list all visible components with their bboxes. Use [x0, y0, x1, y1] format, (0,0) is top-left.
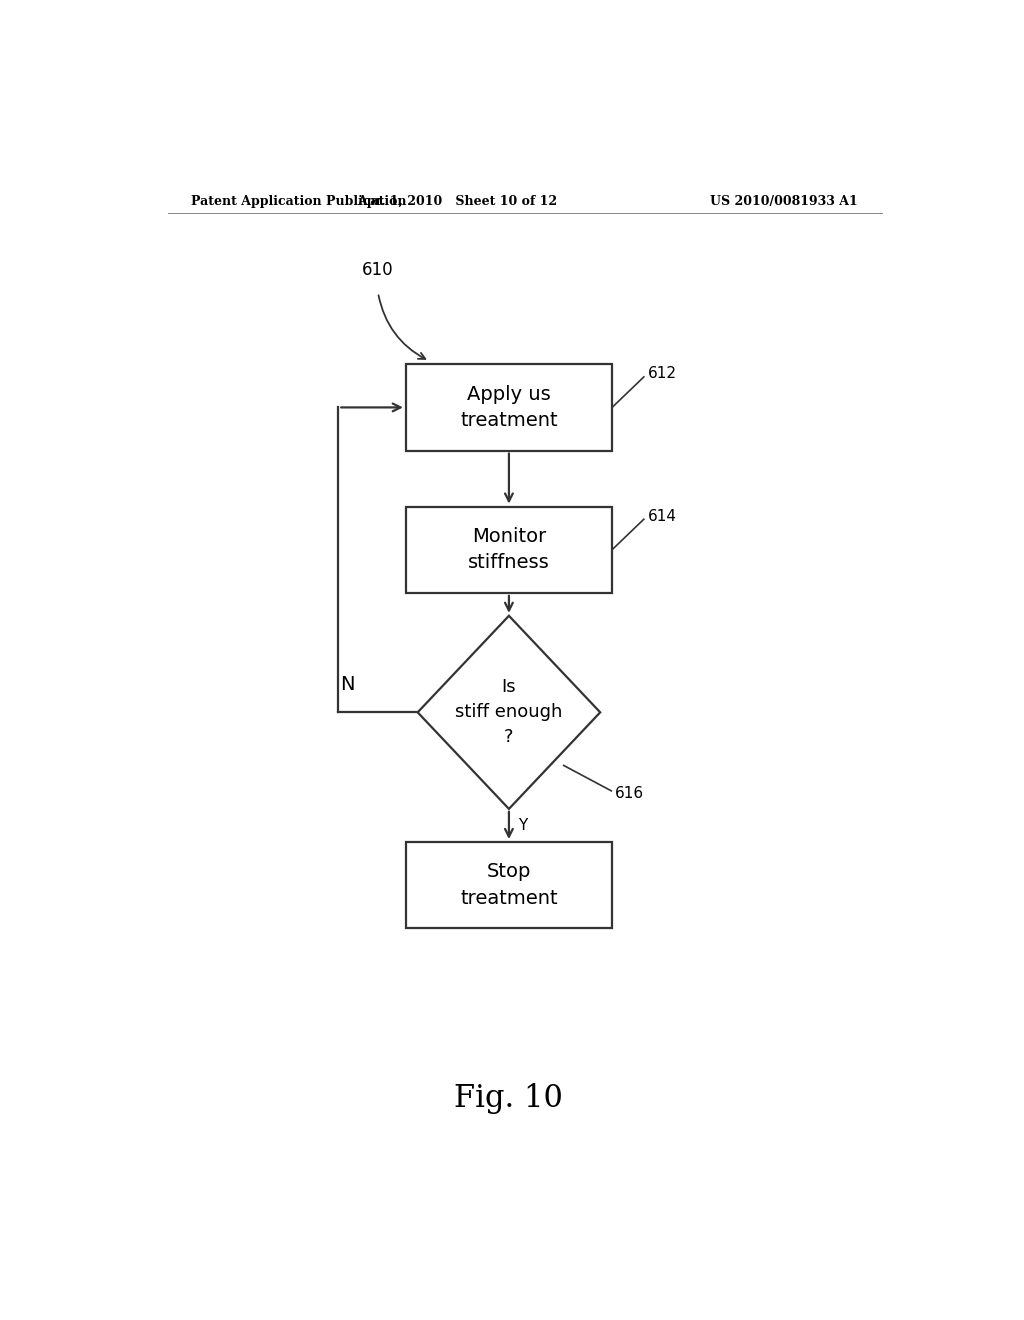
Bar [406, 842, 612, 928]
Text: Is
stiff enough
?: Is stiff enough ? [456, 678, 562, 746]
Text: 610: 610 [362, 261, 394, 280]
Text: Stop
treatment: Stop treatment [460, 862, 558, 908]
Text: Monitor
stiffness: Monitor stiffness [468, 527, 550, 573]
Bar [406, 364, 612, 450]
Bar [406, 507, 612, 593]
Text: 616: 616 [615, 787, 644, 801]
Text: Y: Y [518, 818, 527, 833]
Polygon shape [418, 615, 600, 809]
Text: Fig. 10: Fig. 10 [455, 1084, 563, 1114]
Text: Apply us
treatment: Apply us treatment [460, 384, 558, 430]
Text: US 2010/0081933 A1: US 2010/0081933 A1 [711, 194, 858, 207]
Text: Apr. 1, 2010   Sheet 10 of 12: Apr. 1, 2010 Sheet 10 of 12 [357, 194, 557, 207]
Text: N: N [341, 675, 355, 694]
Text: Patent Application Publication: Patent Application Publication [191, 194, 407, 207]
Text: 612: 612 [648, 367, 677, 381]
Text: 614: 614 [648, 508, 677, 524]
